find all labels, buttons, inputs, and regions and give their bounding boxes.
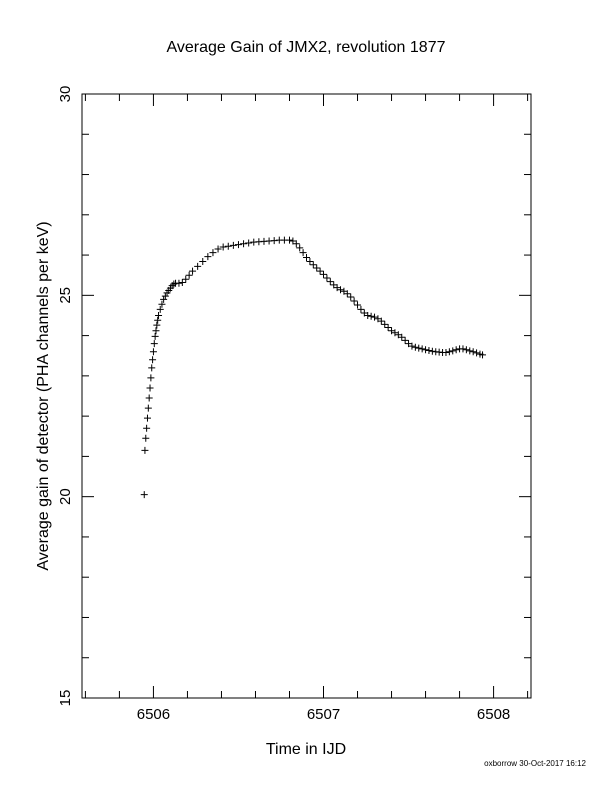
data-point	[479, 351, 487, 359]
y-tick-label: 25	[57, 287, 74, 304]
data-point	[175, 279, 183, 287]
data-point	[296, 244, 304, 252]
axis-ticks: 6506 6507 6508 15 20 25 30	[57, 86, 531, 723]
data-point	[150, 340, 158, 348]
data-point	[381, 320, 389, 328]
data-point	[158, 300, 166, 308]
data-point	[303, 253, 310, 261]
data-point	[245, 239, 253, 247]
data-point	[306, 258, 314, 266]
data-point	[371, 313, 379, 321]
data-point	[143, 424, 151, 432]
data-point	[347, 293, 355, 301]
data-point	[415, 344, 423, 352]
data-point	[224, 242, 232, 250]
data-point	[182, 275, 190, 283]
data-point	[204, 253, 212, 261]
data-point	[469, 348, 477, 356]
footer-timestamp: oxborrow 30-Oct-2017 16:12	[484, 759, 586, 768]
data-point	[240, 240, 248, 248]
data-point	[320, 270, 328, 278]
data-point	[149, 356, 157, 364]
data-point	[148, 364, 156, 372]
data-point	[445, 348, 453, 356]
data-point	[170, 280, 178, 288]
data-point	[147, 374, 155, 382]
x-tick-label: 6506	[137, 706, 170, 723]
data-point	[384, 324, 392, 332]
data-point	[326, 278, 334, 286]
data-point	[185, 271, 193, 279]
x-tick-label: 6507	[307, 706, 340, 723]
data-point	[155, 311, 163, 319]
data-point	[219, 243, 227, 251]
data-point	[309, 261, 317, 269]
data-point	[145, 394, 153, 402]
data-point	[285, 236, 293, 244]
data-point	[140, 491, 148, 499]
data-point	[466, 347, 474, 355]
data-point	[194, 262, 202, 270]
data-point	[422, 346, 430, 354]
y-tick-label: 30	[57, 86, 74, 103]
data-point	[337, 286, 345, 294]
data-points	[140, 236, 487, 499]
data-point	[473, 349, 481, 357]
data-point	[442, 349, 450, 357]
data-point	[452, 346, 460, 354]
data-point	[153, 321, 161, 329]
data-point	[354, 301, 362, 309]
y-tick-label: 20	[57, 488, 74, 505]
y-axis-label: Average gain of detector (PHA channels p…	[35, 221, 52, 570]
data-point	[367, 312, 375, 320]
data-point	[156, 305, 164, 313]
data-point	[350, 297, 358, 305]
data-point	[142, 434, 150, 442]
data-point	[425, 346, 433, 354]
data-point	[316, 267, 324, 275]
data-point	[292, 240, 300, 248]
chart-title: Average Gain of JMX2, revolution 1877	[167, 39, 446, 56]
data-point	[323, 274, 331, 282]
data-point	[364, 311, 372, 319]
data-point	[411, 343, 419, 351]
x-tick-label: 6508	[477, 706, 510, 723]
data-point	[401, 336, 409, 344]
data-point	[178, 278, 186, 286]
y-tick-label: 15	[57, 690, 74, 707]
data-point	[449, 347, 457, 355]
data-point	[418, 345, 426, 353]
data-point	[152, 327, 160, 335]
data-point	[343, 290, 351, 298]
data-point	[199, 258, 207, 266]
data-point	[214, 245, 222, 253]
data-point	[234, 241, 242, 249]
data-point	[151, 332, 159, 340]
data-point	[154, 316, 162, 324]
data-point	[146, 384, 154, 392]
data-point	[299, 249, 307, 257]
data-point	[160, 295, 168, 303]
data-point	[462, 346, 470, 354]
data-point	[408, 342, 416, 350]
data-point	[141, 446, 149, 454]
data-point	[144, 404, 152, 412]
data-point	[398, 333, 406, 341]
data-point	[209, 249, 217, 257]
data-point	[357, 305, 365, 313]
plot-frame	[81, 93, 532, 699]
data-point	[161, 292, 169, 300]
data-point	[143, 414, 151, 422]
data-point	[149, 348, 157, 356]
x-axis-label: Time in IJD	[266, 741, 346, 758]
data-point	[459, 345, 467, 353]
data-point	[377, 317, 385, 325]
data-point	[313, 264, 321, 272]
data-point	[229, 241, 237, 249]
data-point	[189, 267, 197, 275]
